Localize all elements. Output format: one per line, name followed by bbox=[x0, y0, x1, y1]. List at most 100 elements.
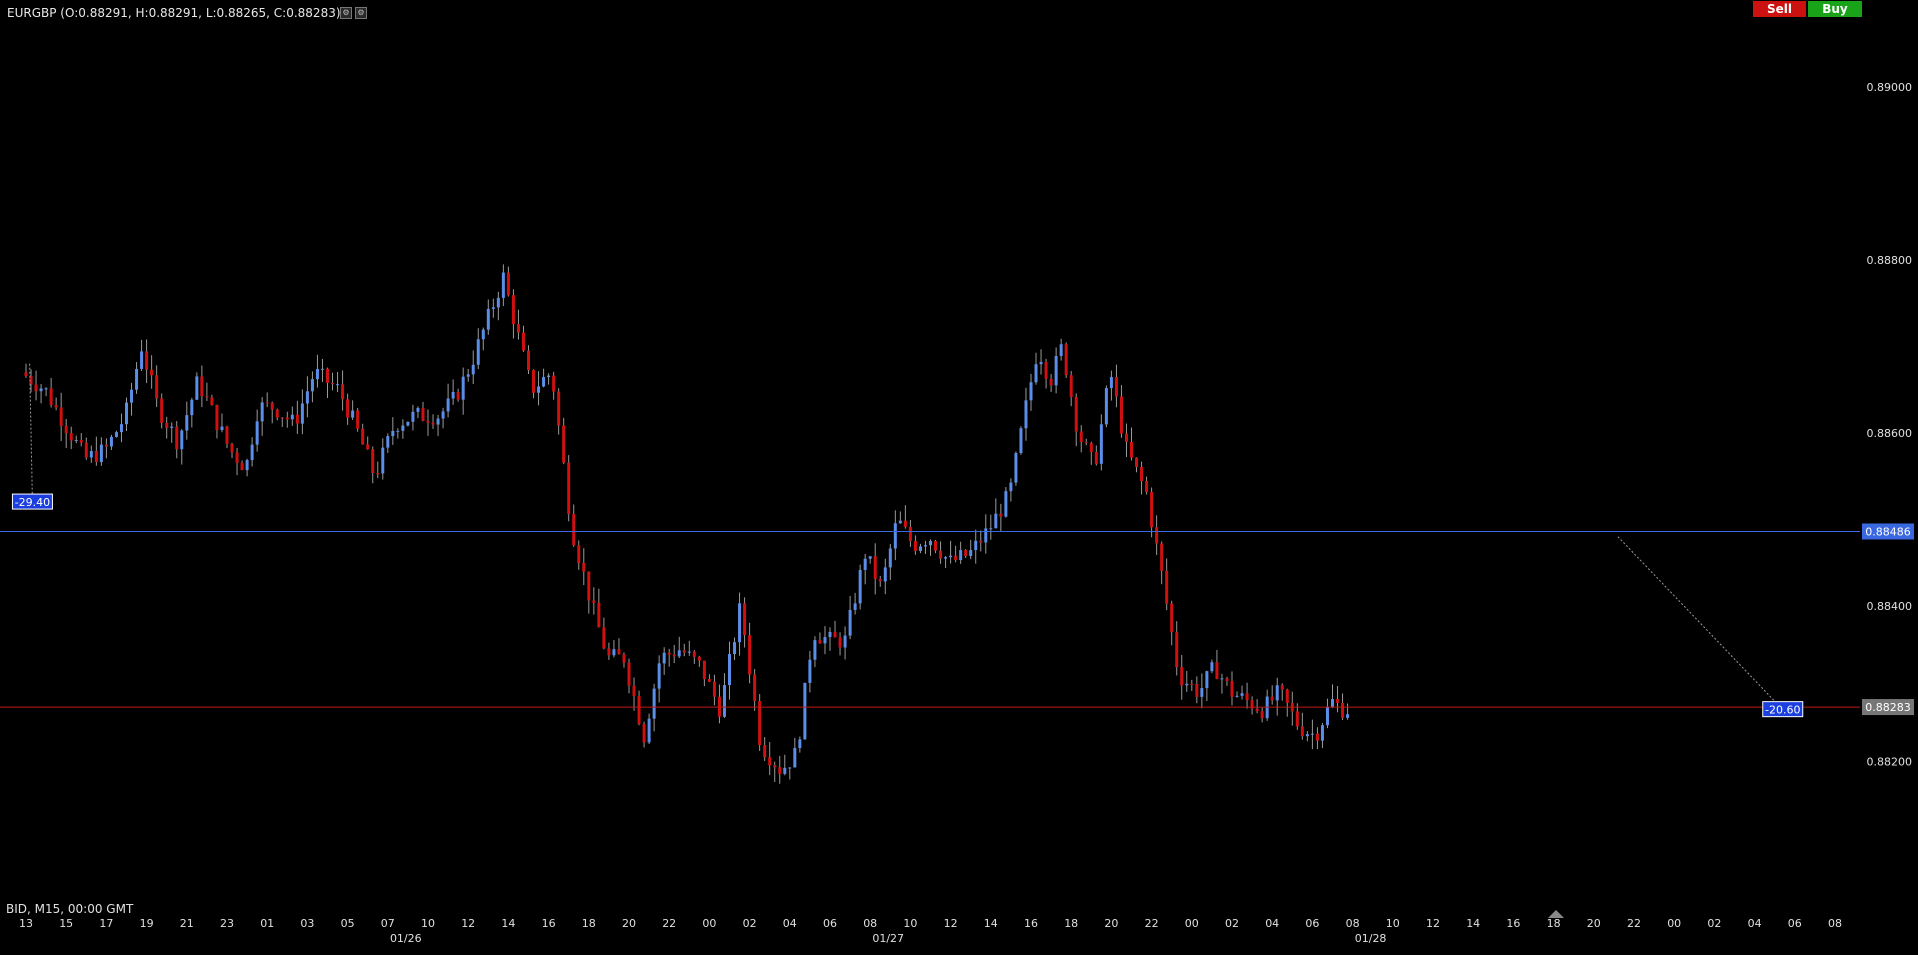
settings-icon[interactable]: ⚙ bbox=[340, 7, 352, 19]
x-tick-label: 12 bbox=[461, 917, 475, 930]
candle bbox=[843, 626, 847, 660]
x-tick-label: 07 bbox=[381, 917, 395, 930]
candle bbox=[1119, 385, 1123, 438]
candle bbox=[918, 543, 922, 554]
candle bbox=[1135, 457, 1139, 473]
candle bbox=[1270, 685, 1274, 705]
candle bbox=[511, 289, 515, 339]
candle bbox=[501, 264, 505, 307]
candle bbox=[667, 648, 671, 667]
candle bbox=[602, 617, 606, 650]
price-tag-label: 0.88486 bbox=[1865, 525, 1911, 538]
x-tick-label: 03 bbox=[300, 917, 314, 930]
candle bbox=[773, 761, 777, 782]
candle bbox=[1250, 696, 1254, 715]
candle bbox=[1140, 461, 1144, 495]
x-tick-label: 20 bbox=[1104, 917, 1118, 930]
candle bbox=[647, 713, 651, 744]
candle bbox=[1049, 374, 1053, 393]
candle bbox=[215, 404, 219, 439]
candle bbox=[552, 371, 556, 400]
candle bbox=[818, 632, 822, 644]
candle bbox=[662, 647, 666, 675]
candle bbox=[381, 438, 385, 480]
buy-button[interactable]: Buy bbox=[1808, 1, 1862, 17]
candle bbox=[999, 503, 1003, 532]
candle bbox=[567, 455, 571, 522]
candle bbox=[29, 369, 33, 393]
candle bbox=[280, 417, 284, 427]
candle bbox=[150, 355, 154, 389]
x-tick-label: 04 bbox=[1748, 917, 1762, 930]
candle bbox=[1099, 414, 1103, 471]
candle bbox=[964, 549, 968, 558]
y-tick-label: 0.88800 bbox=[1867, 254, 1913, 267]
candle bbox=[1295, 703, 1299, 730]
candle bbox=[808, 650, 812, 693]
candle bbox=[1185, 670, 1189, 692]
candle bbox=[1225, 676, 1229, 686]
candle bbox=[858, 564, 862, 610]
x-tick-label: 19 bbox=[140, 917, 154, 930]
candle bbox=[421, 401, 425, 422]
candle bbox=[356, 407, 360, 432]
candle bbox=[1044, 358, 1048, 389]
candle bbox=[64, 418, 68, 449]
candle bbox=[908, 520, 912, 547]
candle bbox=[1240, 685, 1244, 700]
candle bbox=[315, 354, 319, 388]
x-tick-label: 14 bbox=[501, 917, 515, 930]
candle bbox=[542, 368, 546, 388]
candle bbox=[461, 367, 465, 415]
candle bbox=[431, 414, 435, 429]
candle bbox=[49, 377, 53, 408]
x-tick-label: 08 bbox=[1346, 917, 1360, 930]
candle bbox=[893, 510, 897, 561]
candle bbox=[637, 690, 641, 726]
candle bbox=[99, 437, 103, 466]
x-tick-label: 22 bbox=[1627, 917, 1641, 930]
candle bbox=[471, 350, 475, 385]
candle bbox=[833, 620, 837, 638]
candle bbox=[728, 641, 731, 700]
trend-line[interactable] bbox=[29, 363, 33, 503]
candle bbox=[521, 325, 525, 352]
candle bbox=[803, 682, 807, 740]
x-tick-label: 04 bbox=[783, 917, 797, 930]
candle bbox=[929, 539, 932, 556]
candle bbox=[954, 545, 958, 563]
trend-line[interactable] bbox=[1617, 536, 1784, 711]
candle bbox=[788, 767, 792, 780]
x-tick-label: 10 bbox=[421, 917, 435, 930]
candle bbox=[466, 368, 470, 382]
candle bbox=[913, 535, 917, 555]
candle bbox=[707, 674, 711, 683]
trend-value-label: -20.60 bbox=[1765, 704, 1800, 717]
x-tick-label: 10 bbox=[903, 917, 917, 930]
time-scroll-marker-icon[interactable] bbox=[1548, 910, 1564, 918]
candle bbox=[984, 514, 988, 554]
x-tick-label: 20 bbox=[1587, 917, 1601, 930]
candle bbox=[758, 694, 762, 752]
candle bbox=[1160, 541, 1164, 585]
candle bbox=[200, 365, 204, 408]
candle bbox=[627, 658, 631, 694]
candle bbox=[974, 529, 978, 564]
candle bbox=[44, 387, 48, 397]
candle bbox=[391, 417, 395, 445]
candle bbox=[74, 435, 78, 444]
sell-button[interactable]: Sell bbox=[1753, 1, 1806, 17]
candle bbox=[170, 422, 174, 443]
candle bbox=[612, 639, 616, 658]
candle bbox=[1265, 689, 1269, 721]
candle bbox=[245, 458, 249, 477]
x-tick-label: 05 bbox=[341, 917, 355, 930]
candle bbox=[798, 736, 802, 753]
candle bbox=[888, 543, 892, 581]
settings-icon[interactable]: ⚙ bbox=[355, 7, 367, 19]
candle bbox=[300, 389, 304, 435]
candle bbox=[823, 626, 827, 655]
candle bbox=[577, 540, 581, 570]
